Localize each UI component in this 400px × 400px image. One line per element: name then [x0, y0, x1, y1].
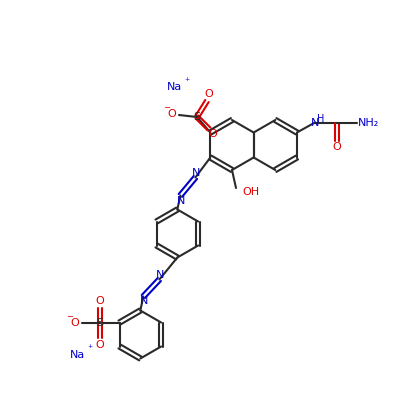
Text: Na: Na: [167, 82, 183, 92]
Text: O: O: [209, 129, 217, 139]
Text: S: S: [194, 112, 200, 122]
Text: ⁺: ⁺: [184, 77, 190, 87]
Text: N: N: [177, 196, 186, 206]
Text: N: N: [156, 270, 164, 280]
Text: OH: OH: [242, 187, 259, 197]
Text: N: N: [311, 118, 319, 128]
Text: H: H: [317, 114, 325, 124]
Text: −: −: [66, 312, 73, 321]
Text: N: N: [140, 296, 148, 306]
Text: S: S: [96, 318, 103, 328]
Text: O: O: [70, 318, 79, 328]
Text: N: N: [192, 168, 200, 178]
Text: O: O: [332, 142, 341, 152]
Text: NH₂: NH₂: [358, 118, 380, 128]
Text: O: O: [95, 296, 104, 306]
Text: Na: Na: [70, 350, 85, 360]
Text: O: O: [205, 89, 213, 99]
Text: ⁺: ⁺: [87, 344, 92, 354]
Text: O: O: [95, 340, 104, 350]
Text: O: O: [168, 109, 176, 119]
Text: −: −: [164, 104, 170, 112]
